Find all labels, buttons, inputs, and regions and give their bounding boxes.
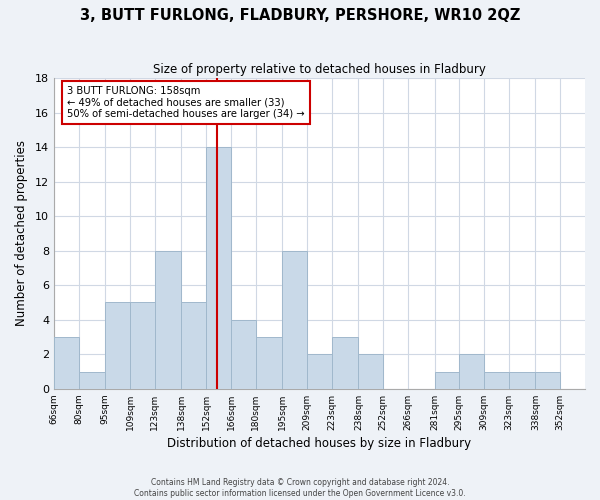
Text: 3, BUTT FURLONG, FLADBURY, PERSHORE, WR10 2QZ: 3, BUTT FURLONG, FLADBURY, PERSHORE, WR1… xyxy=(80,8,520,22)
Bar xyxy=(460,354,484,389)
Bar xyxy=(130,302,155,389)
Bar xyxy=(54,337,79,389)
Text: Contains HM Land Registry data © Crown copyright and database right 2024.
Contai: Contains HM Land Registry data © Crown c… xyxy=(134,478,466,498)
Bar xyxy=(307,354,332,389)
Y-axis label: Number of detached properties: Number of detached properties xyxy=(15,140,28,326)
Bar xyxy=(105,302,130,389)
Bar xyxy=(231,320,256,389)
Bar xyxy=(484,372,509,389)
Bar xyxy=(181,302,206,389)
Text: 3 BUTT FURLONG: 158sqm
← 49% of detached houses are smaller (33)
50% of semi-det: 3 BUTT FURLONG: 158sqm ← 49% of detached… xyxy=(67,86,305,119)
Bar xyxy=(509,372,535,389)
Bar xyxy=(358,354,383,389)
Bar xyxy=(155,250,181,389)
Bar xyxy=(206,147,231,389)
Bar xyxy=(332,337,358,389)
X-axis label: Distribution of detached houses by size in Fladbury: Distribution of detached houses by size … xyxy=(167,437,472,450)
Bar xyxy=(434,372,460,389)
Title: Size of property relative to detached houses in Fladbury: Size of property relative to detached ho… xyxy=(153,62,486,76)
Bar xyxy=(79,372,105,389)
Bar xyxy=(282,250,307,389)
Bar xyxy=(535,372,560,389)
Bar xyxy=(256,337,282,389)
